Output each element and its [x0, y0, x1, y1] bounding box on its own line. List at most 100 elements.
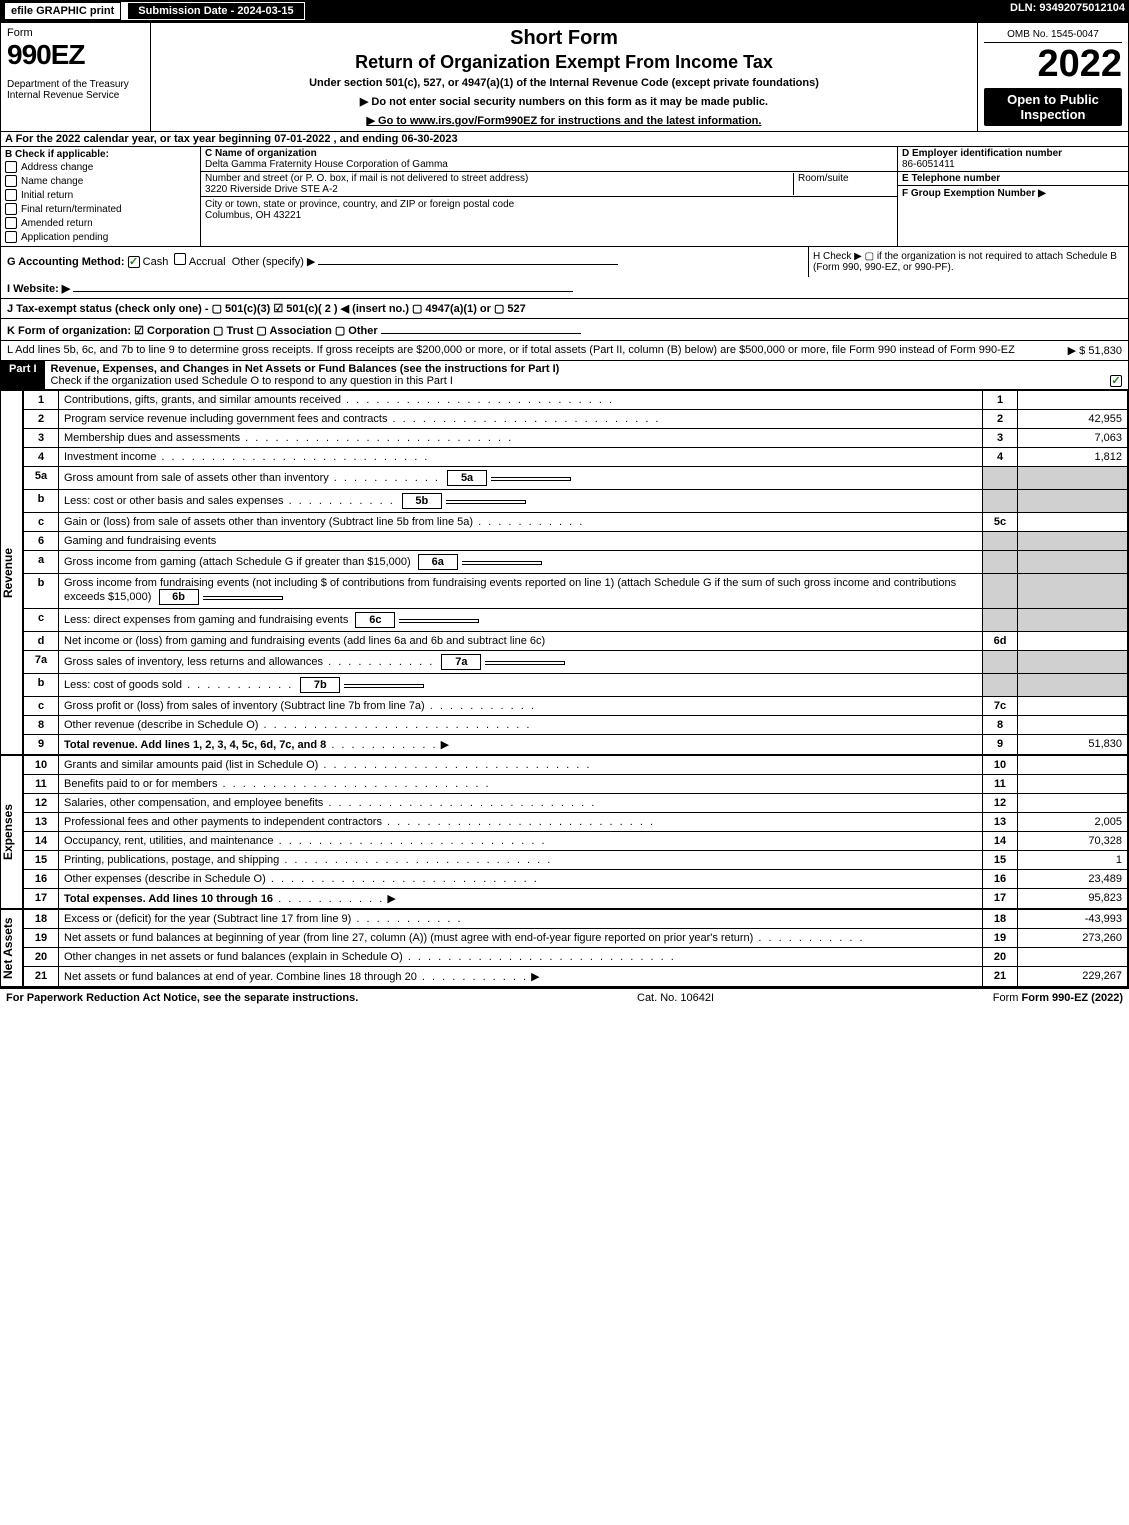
header-left: Form 990EZ Department of the Treasury In…: [1, 23, 151, 131]
table-row: 15Printing, publications, postage, and s…: [24, 851, 1128, 870]
website-field[interactable]: [73, 280, 573, 292]
chk-name-change[interactable]: Name change: [5, 174, 196, 188]
row-gh: G Accounting Method: Cash Accrual Other …: [1, 246, 1128, 277]
netassets-table: 18Excess or (deficit) for the year (Subt…: [23, 909, 1128, 987]
line-num: 8: [24, 716, 59, 735]
sub-ref: 7a: [441, 654, 481, 670]
part1-label: Part I: [1, 361, 45, 389]
checkbox-icon[interactable]: [5, 203, 17, 215]
row-h: H Check ▶ ▢ if the organization is not r…: [808, 247, 1128, 277]
line-val: [1018, 756, 1128, 775]
line-ref: 19: [983, 929, 1018, 948]
line-desc: Gross sales of inventory, less returns a…: [59, 651, 983, 674]
line-num: 3: [24, 429, 59, 448]
form-ref: Form Form 990-EZ (2022): [993, 992, 1123, 1004]
line-val: 229,267: [1018, 967, 1128, 987]
efile-print-button[interactable]: efile GRAPHIC print: [4, 2, 121, 20]
chk-initial-return[interactable]: Initial return: [5, 188, 196, 202]
line-num: 9: [24, 735, 59, 755]
lbl-initial-return: Initial return: [21, 190, 73, 201]
table-row: bLess: cost or other basis and sales exp…: [24, 490, 1128, 513]
line-desc: Other changes in net assets or fund bala…: [59, 948, 983, 967]
chk-application-pending[interactable]: Application pending: [5, 230, 196, 244]
org-name-cell: C Name of organization Delta Gamma Frate…: [201, 147, 897, 172]
line-ref: 7c: [983, 697, 1018, 716]
paperwork-notice: For Paperwork Reduction Act Notice, see …: [6, 992, 358, 1004]
line-num: c: [24, 609, 59, 632]
line-ref: [983, 574, 1018, 609]
chk-accrual[interactable]: [174, 253, 186, 265]
row-j: J Tax-exempt status (check only one) - ▢…: [1, 299, 1128, 319]
lbl-other: Other (specify) ▶: [232, 256, 316, 268]
group-label: F Group Exemption Number ▶: [902, 188, 1046, 199]
sub-ref: 5b: [402, 493, 442, 509]
line-desc: Investment income: [59, 448, 983, 467]
chk-schedule-o[interactable]: [1110, 375, 1122, 387]
line-val: -43,993: [1018, 910, 1128, 929]
line-num: 15: [24, 851, 59, 870]
other-org-field[interactable]: [381, 322, 581, 334]
checkbox-icon[interactable]: [5, 231, 17, 243]
line-desc: Less: cost or other basis and sales expe…: [59, 490, 983, 513]
street-cell: Number and street (or P. O. box, if mail…: [201, 172, 897, 197]
table-row: 12Salaries, other compensation, and empl…: [24, 794, 1128, 813]
ein-value: 86-6051411: [902, 159, 955, 170]
other-specify-field[interactable]: [318, 253, 618, 265]
section-def: D Employer identification number 86-6051…: [898, 147, 1128, 246]
line-desc: Other expenses (describe in Schedule O): [59, 870, 983, 889]
tax-year: 2022: [984, 43, 1122, 86]
row-l-text: L Add lines 5b, 6c, and 7b to line 9 to …: [7, 344, 1068, 357]
line-num: 16: [24, 870, 59, 889]
form-number: 990EZ: [7, 39, 144, 71]
submission-date: Submission Date - 2024-03-15: [127, 2, 304, 20]
line-desc: Gross profit or (loss) from sales of inv…: [59, 697, 983, 716]
line-num: 11: [24, 775, 59, 794]
open-to-public: Open to Public Inspection: [984, 88, 1122, 126]
table-row: dNet income or (loss) from gaming and fu…: [24, 632, 1128, 651]
line-ref: [983, 651, 1018, 674]
line-num: 7a: [24, 651, 59, 674]
chk-cash[interactable]: [128, 256, 140, 268]
form-container: Form 990EZ Department of the Treasury In…: [0, 22, 1129, 988]
table-row: 4Investment income41,812: [24, 448, 1128, 467]
ein-cell: D Employer identification number 86-6051…: [898, 147, 1128, 172]
line-desc: Printing, publications, postage, and shi…: [59, 851, 983, 870]
sub-val: [446, 500, 526, 504]
street-label: Number and street (or P. O. box, if mail…: [205, 173, 528, 184]
table-row: 17Total expenses. Add lines 10 through 1…: [24, 889, 1128, 909]
table-row: 13Professional fees and other payments t…: [24, 813, 1128, 832]
section-b: B Check if applicable: Address change Na…: [1, 147, 201, 246]
short-form-title: Short Form: [157, 27, 971, 50]
omb-number: OMB No. 1545-0047: [984, 27, 1122, 43]
line-ref: [983, 467, 1018, 490]
tel-label: E Telephone number: [902, 173, 1000, 184]
org-name: Delta Gamma Fraternity House Corporation…: [205, 159, 448, 170]
line-ref: 6d: [983, 632, 1018, 651]
line-val: [1018, 532, 1128, 551]
side-revenue: Revenue: [1, 390, 23, 755]
chk-amended-return[interactable]: Amended return: [5, 216, 196, 230]
header-right: OMB No. 1545-0047 2022 Open to Public In…: [978, 23, 1128, 131]
arrow-icon: ▶: [387, 893, 395, 905]
checkbox-icon[interactable]: [5, 217, 17, 229]
accounting-label: G Accounting Method:: [7, 256, 125, 268]
irs-link[interactable]: ▶ Go to www.irs.gov/Form990EZ for instru…: [367, 115, 762, 127]
checkbox-icon[interactable]: [5, 161, 17, 173]
line-ref: [983, 551, 1018, 574]
line-num: 14: [24, 832, 59, 851]
chk-address-change[interactable]: Address change: [5, 160, 196, 174]
checkbox-icon[interactable]: [5, 175, 17, 187]
sub-ref: 5a: [447, 470, 487, 486]
checkbox-icon[interactable]: [5, 189, 17, 201]
form-label: Form: [7, 27, 144, 39]
row-k: K Form of organization: ☑ Corporation ▢ …: [1, 319, 1128, 341]
row-l-amount: ▶ $ 51,830: [1068, 344, 1122, 357]
part1-check-note: Check if the organization used Schedule …: [51, 375, 453, 387]
chk-final-return[interactable]: Final return/terminated: [5, 202, 196, 216]
table-row: cGross profit or (loss) from sales of in…: [24, 697, 1128, 716]
line-num: 19: [24, 929, 59, 948]
line-val: [1018, 775, 1128, 794]
sub-val: [462, 561, 542, 565]
line-ref: 21: [983, 967, 1018, 987]
line-desc: Other revenue (describe in Schedule O): [59, 716, 983, 735]
